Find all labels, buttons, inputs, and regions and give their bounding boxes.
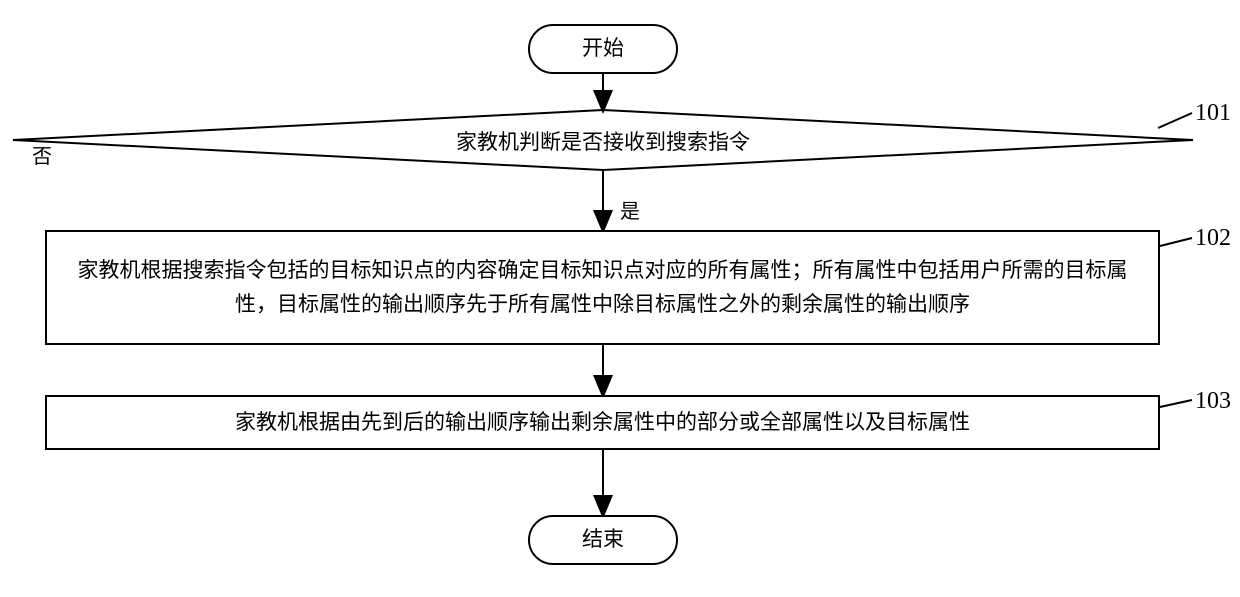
ref-102: 102	[1195, 225, 1231, 252]
leader-101	[1158, 113, 1192, 128]
decision-yes-label: 是	[620, 195, 640, 224]
leader-102	[1160, 238, 1192, 246]
decision-no-label: 否	[32, 140, 52, 169]
end-node: 结束	[528, 515, 678, 565]
ref-103: 103	[1195, 388, 1231, 415]
start-label: 开始	[582, 32, 624, 66]
end-label: 结束	[582, 523, 624, 557]
process-2-text: 家教机根据由先到后的输出顺序输出剩余属性中的部分或全部属性以及目标属性	[235, 406, 970, 440]
process-1-text: 家教机根据搜索指令包括的目标知识点的内容确定目标知识点对应的所有属性；所有属性中…	[63, 254, 1142, 321]
ref-101: 101	[1195, 100, 1231, 127]
start-node: 开始	[528, 24, 678, 74]
process-1-node: 家教机根据搜索指令包括的目标知识点的内容确定目标知识点对应的所有属性；所有属性中…	[45, 230, 1160, 345]
leader-103	[1160, 400, 1192, 407]
decision-text: 家教机判断是否接收到搜索指令	[303, 126, 903, 160]
process-2-node: 家教机根据由先到后的输出顺序输出剩余属性中的部分或全部属性以及目标属性	[45, 395, 1160, 450]
